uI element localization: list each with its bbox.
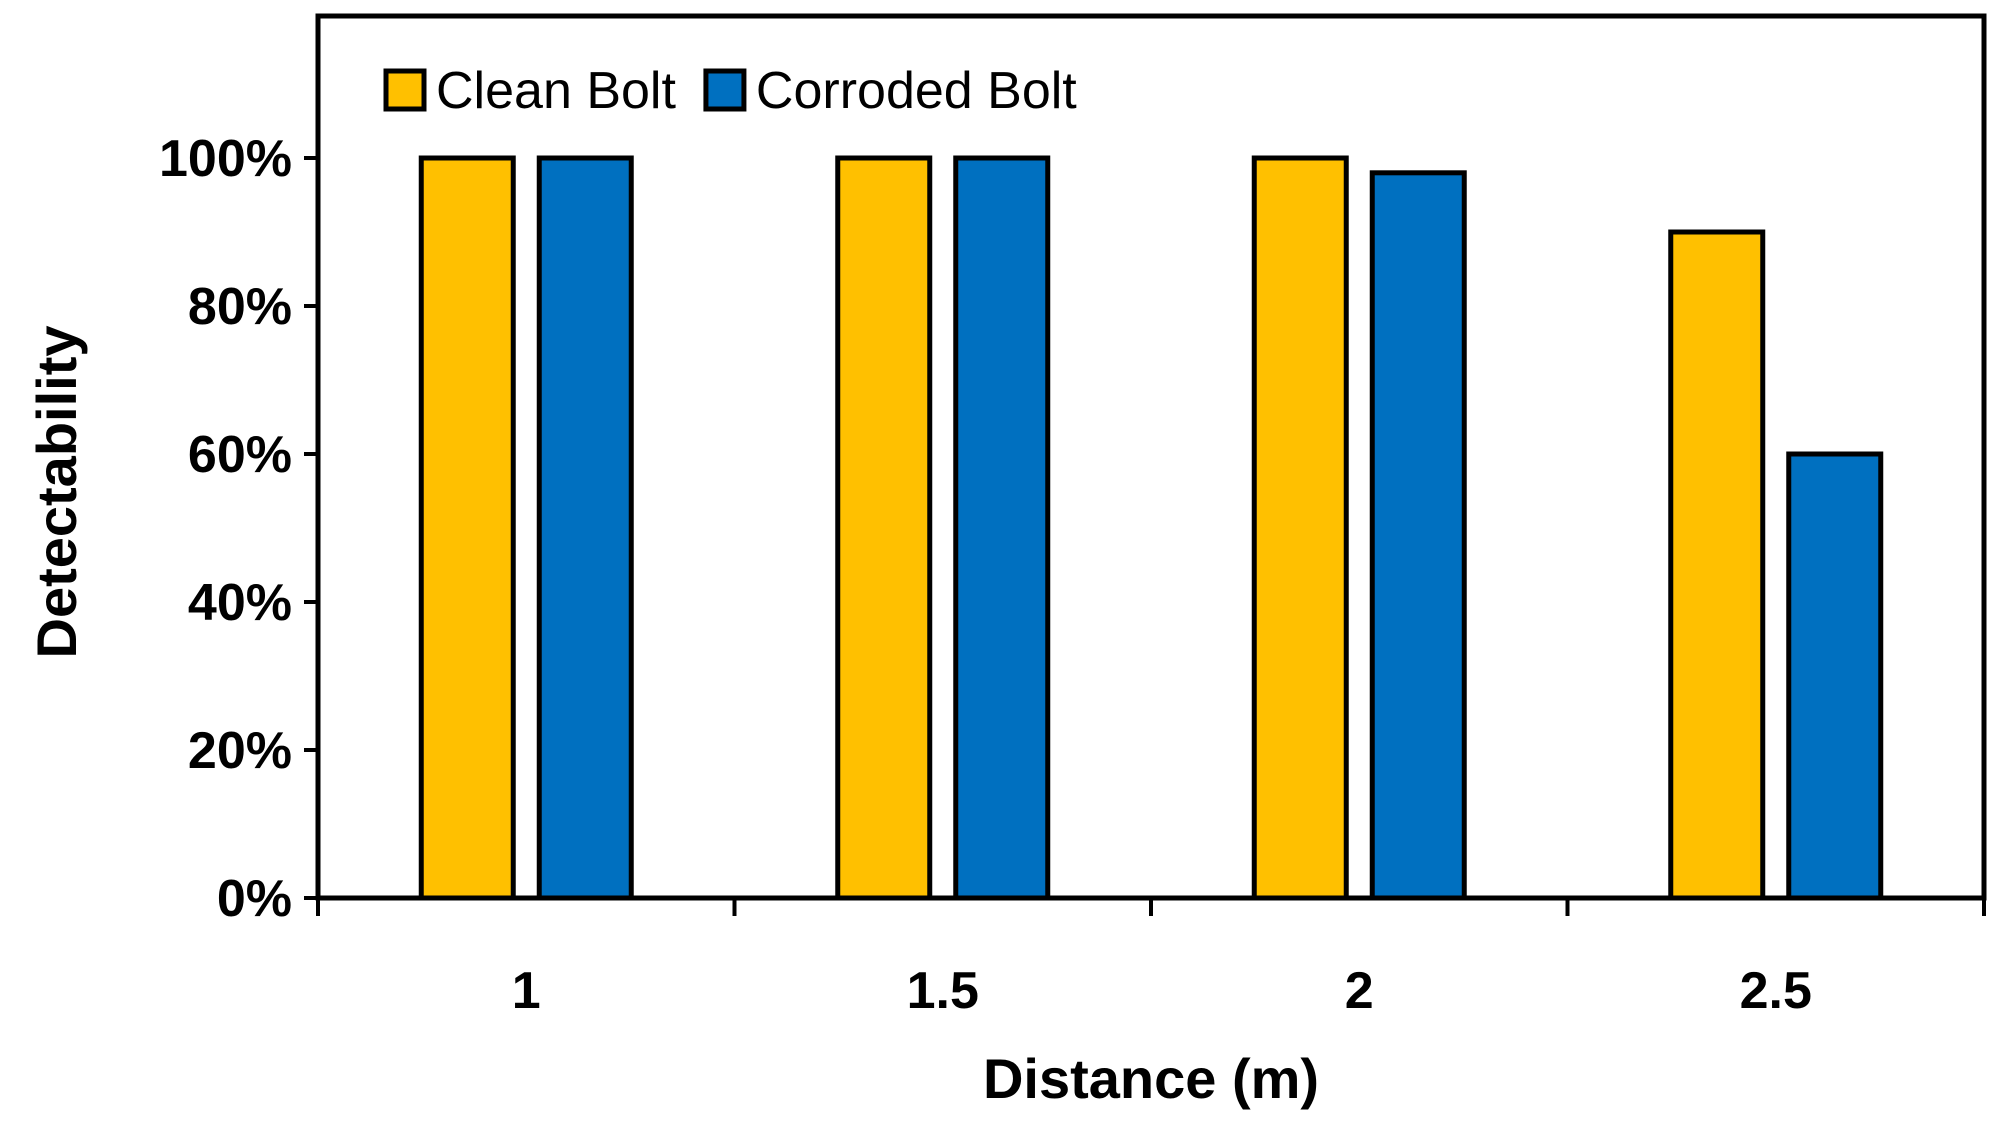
legend-swatch-clean-bolt	[383, 68, 427, 112]
legend-label-corroded-bolt: Corroded Bolt	[756, 62, 1077, 120]
bar-clean-bolt-1	[418, 155, 516, 901]
y-tick-label: 20%	[188, 722, 292, 780]
bar-corroded-bolt-1.5	[953, 155, 1051, 901]
y-tick-label: 0%	[217, 870, 292, 928]
x-tick-label: 2.5	[1740, 962, 1812, 1020]
legend-swatch-corroded-bolt	[703, 68, 747, 112]
x-axis-title: Distance (m)	[983, 1047, 1319, 1110]
y-tick-label: 100%	[159, 130, 292, 188]
bar-corroded-bolt-2.5	[1786, 451, 1884, 901]
bar-clean-bolt-1.5	[835, 155, 933, 901]
x-tick-label: 2	[1345, 962, 1374, 1020]
bar-corroded-bolt-1	[536, 155, 634, 901]
bars	[418, 155, 1884, 901]
x-tick-label: 1.5	[907, 962, 979, 1020]
y-axis: 0% 20% 40% 60% 80% 100%	[159, 130, 318, 928]
x-tick-label: 1	[512, 962, 541, 1020]
y-tick-label: 40%	[188, 574, 292, 632]
bar-clean-bolt-2	[1251, 155, 1349, 901]
y-tick-label: 60%	[188, 426, 292, 484]
x-axis: 1 1.5 2 2.5	[316, 898, 1986, 1020]
legend-label-clean-bolt: Clean Bolt	[436, 62, 676, 120]
y-tick-label: 80%	[188, 278, 292, 336]
legend: Clean Bolt Corroded Bolt	[383, 62, 1077, 120]
y-axis-title: Detectability	[25, 326, 88, 659]
bar-corroded-bolt-2	[1369, 170, 1467, 901]
bar-clean-bolt-2.5	[1668, 229, 1766, 901]
